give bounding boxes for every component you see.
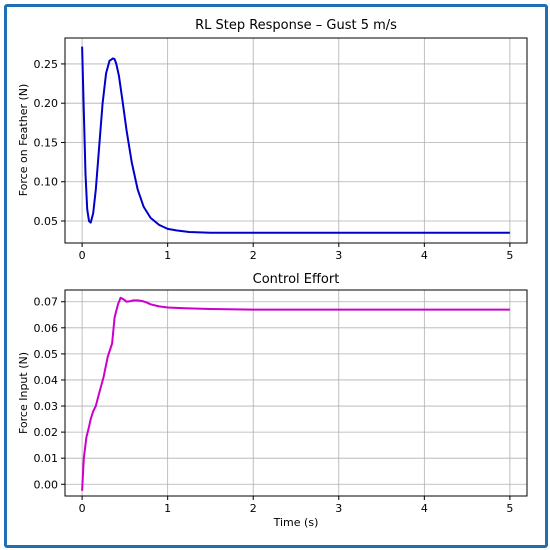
chart-panel-control: Control Effort Force Input (N) Time (s) … <box>17 272 528 529</box>
x-tick-label: 4 <box>421 502 428 515</box>
x-tick-label: 2 <box>250 249 257 262</box>
plot-area <box>64 37 528 244</box>
x-tick-label: 0 <box>79 249 86 262</box>
series-line <box>81 296 510 491</box>
plot-area <box>64 289 528 497</box>
y-axis-label: Force Input (N) <box>17 352 30 434</box>
y-tick-label: 0.04 <box>34 374 59 387</box>
figure-frame <box>4 4 548 548</box>
x-tick-label: 5 <box>506 249 513 262</box>
grid-lines <box>65 38 527 243</box>
series-line <box>81 46 510 234</box>
chart-title: Control Effort <box>253 272 340 287</box>
y-tick-label: 0.07 <box>34 296 59 309</box>
y-tick-label: 0.15 <box>34 136 59 149</box>
y-axis-label: Force on Feather (N) <box>17 84 30 197</box>
y-tick-label: 0.00 <box>34 478 59 491</box>
y-tick-label: 0.10 <box>34 176 59 189</box>
series-group <box>81 296 510 491</box>
y-tick-label: 0.05 <box>34 348 59 361</box>
axis-ticks: 0 1 2 3 4 5 0.00 0.01 0.02 0.03 0.04 0.05 0.06 0.07 <box>34 296 514 515</box>
x-axis-label: Time (s) <box>273 516 319 529</box>
y-tick-label: 0.02 <box>34 426 59 439</box>
chart-title: RL Step Response – Gust 5 m/s <box>195 18 397 33</box>
y-tick-label: 0.25 <box>34 58 59 71</box>
chart-panel-force: RL Step Response – Gust 5 m/s Force on F… <box>17 18 528 262</box>
x-tick-label: 5 <box>506 502 513 515</box>
x-tick-label: 3 <box>335 249 342 262</box>
x-tick-label: 2 <box>250 502 257 515</box>
y-tick-label: 0.03 <box>34 400 59 413</box>
x-tick-label: 1 <box>164 502 171 515</box>
x-tick-label: 0 <box>79 502 86 515</box>
y-tick-label: 0.01 <box>34 452 59 465</box>
series-group <box>81 46 510 234</box>
y-tick-label: 0.06 <box>34 322 59 335</box>
y-tick-label: 0.20 <box>34 97 59 110</box>
grid-lines <box>65 290 527 496</box>
x-tick-label: 3 <box>335 502 342 515</box>
axis-ticks: 0 1 2 3 4 5 0.05 0.10 0.15 0.20 0.25 <box>34 58 514 262</box>
x-tick-label: 4 <box>421 249 428 262</box>
y-tick-label: 0.05 <box>34 215 59 228</box>
x-tick-label: 1 <box>164 249 171 262</box>
